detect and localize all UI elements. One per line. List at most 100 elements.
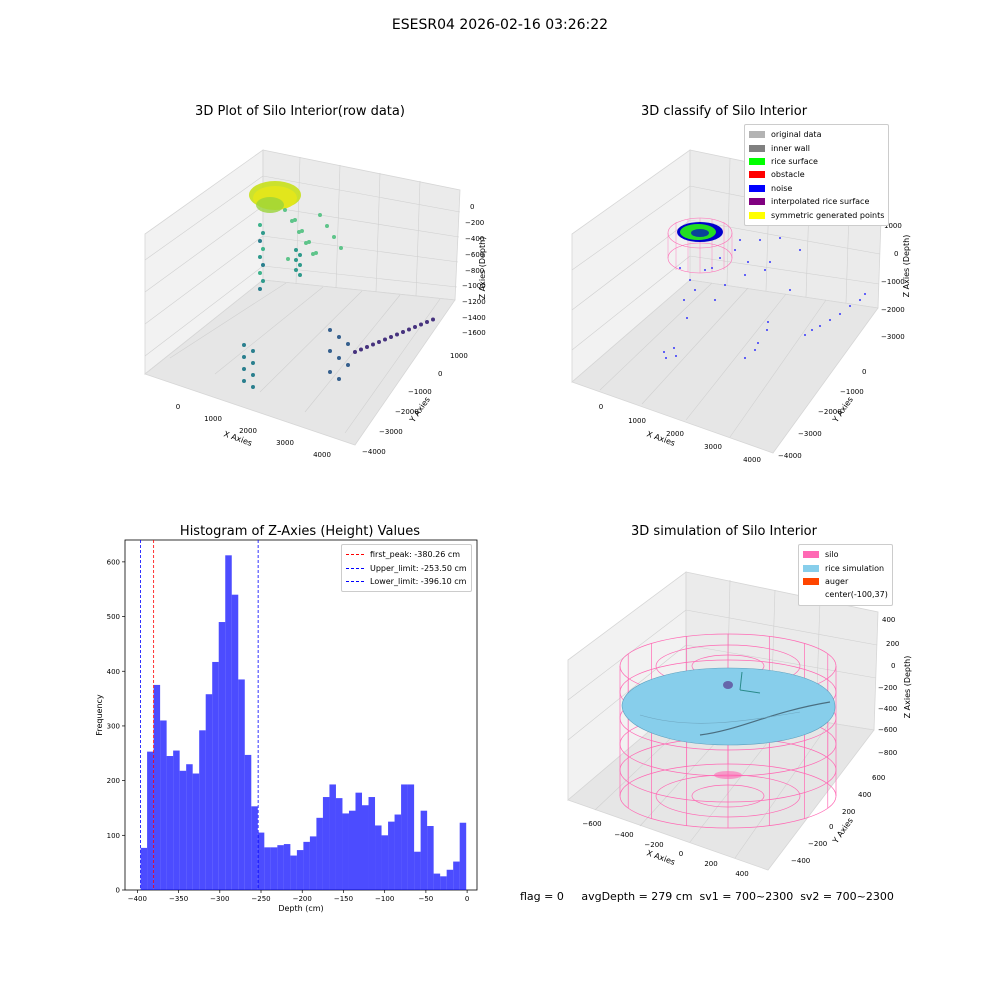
raw-data-point (298, 273, 302, 277)
legend-label: interpolated rice surface (771, 197, 870, 207)
raw-ytick: −4000 (362, 448, 386, 456)
raw-ztick: −1200 (462, 298, 486, 306)
histogram-bar (270, 847, 278, 890)
raw-data-point (261, 279, 265, 283)
raw-data-point (337, 356, 341, 360)
noise-point (779, 237, 781, 239)
classify-legend: original data inner wall rice surface obsta… (744, 124, 890, 226)
raw-data-point (242, 343, 246, 347)
histogram-xtick-label: −200 (293, 895, 312, 903)
simulation-xtick: −200 (644, 841, 663, 849)
noise-point (724, 284, 726, 286)
simulation-ytick: −400 (791, 857, 810, 865)
classify-ztick: −2000 (881, 306, 905, 314)
histogram-bar (348, 810, 356, 890)
classify-ytick: −2000 (818, 408, 842, 416)
simulation-ztick: 200 (886, 640, 899, 648)
raw-ztick: −1600 (462, 329, 486, 337)
raw-data-point (293, 218, 297, 222)
histogram-bar (446, 869, 454, 890)
raw-ytick: −3000 (379, 428, 403, 436)
histogram-bar (192, 773, 200, 890)
raw-data-point (258, 255, 262, 259)
raw-data-point (251, 385, 255, 389)
histogram-bar (166, 756, 174, 890)
legend-label: silo (825, 550, 839, 560)
legend-line-swatch (346, 567, 364, 569)
legend-entry: rice surface (749, 155, 884, 168)
classify-ytick: −4000 (778, 452, 802, 460)
noise-point (711, 267, 713, 269)
simulation-ztick: −400 (878, 705, 897, 713)
classify-ytick: −1000 (840, 388, 864, 396)
simulation-xtick: 200 (704, 860, 717, 868)
legend-line-swatch (346, 554, 364, 556)
legend-label: inner wall (771, 143, 811, 153)
histogram-bar (238, 679, 245, 890)
histogram-bar (381, 835, 389, 890)
histogram-ytick-label: 600 (107, 558, 120, 566)
legend-swatch (749, 157, 765, 165)
simulation-legend: silo rice simulation auger center(-100,37) (798, 544, 893, 606)
histogram-bar (173, 750, 180, 890)
noise-point (719, 257, 721, 259)
histogram-xtick-label: −250 (251, 895, 270, 903)
histogram-xtick-label: −400 (128, 895, 147, 903)
noise-point (689, 279, 691, 281)
histogram-bar (401, 784, 408, 890)
histogram-bar (205, 694, 213, 890)
raw-data-point (359, 347, 363, 352)
legend-label: original data (771, 130, 822, 140)
noise-point (764, 269, 766, 271)
legend-label: noise (771, 183, 793, 193)
raw-data-point (389, 335, 393, 339)
noise-point (714, 299, 716, 301)
histogram-legend-entry: Upper_limit: -253.50 cm (346, 561, 467, 574)
histogram-xtick-label: −100 (375, 895, 394, 903)
noise-point (767, 321, 769, 323)
simulation-3d-axes: −600 −400 −200 0 200 400 600 400 200 0 −… (567, 571, 912, 878)
raw-data-point (307, 240, 311, 244)
raw-data-point (318, 213, 322, 217)
legend-line-swatch (346, 580, 364, 582)
histogram-xtick-label: 0 (465, 895, 469, 903)
classify-ztick: 0 (894, 250, 898, 258)
noise-point (804, 334, 806, 336)
rice-simulation-surface (621, 667, 836, 746)
simulation-ytick: −200 (808, 840, 827, 848)
histogram-bar (257, 832, 265, 890)
histogram-bar (303, 841, 310, 890)
histogram-bar (153, 684, 161, 890)
raw-xtick: 0 (176, 403, 180, 411)
raw-data-point (413, 325, 417, 329)
raw-data-point (298, 253, 302, 257)
classify-point-cloud (663, 217, 866, 359)
histogram-bar (296, 850, 304, 890)
raw-data-point (258, 271, 262, 275)
raw-point-cloud (242, 181, 435, 389)
raw-data-point (401, 330, 405, 334)
legend-entry: inner wall (749, 141, 884, 154)
classify-plot-title: 3D classify of Silo Interior (640, 104, 808, 119)
legend-swatch (803, 591, 819, 598)
legend-label: auger (825, 576, 849, 586)
histogram-ytick-label: 0 (116, 887, 120, 895)
histogram-bar (225, 555, 232, 890)
classify-xtick: 3000 (704, 443, 722, 451)
auger-marker (714, 671, 761, 779)
histogram-bar (355, 792, 363, 890)
histogram-xtick-label: −350 (169, 895, 188, 903)
histogram-bar (414, 851, 421, 890)
noise-point (789, 289, 791, 291)
raw-data-point (346, 342, 350, 346)
histogram-bar (244, 754, 252, 890)
raw-plot-title: 3D Plot of Silo Interior(row data) (195, 104, 405, 119)
histogram-bar (147, 751, 154, 890)
noise-point (694, 289, 696, 291)
legend-entry: auger (803, 575, 888, 588)
simulation-ztick: −600 (878, 726, 897, 734)
raw-xtick: 2000 (239, 427, 257, 435)
raw-data-point (339, 246, 343, 250)
legend-label: rice surface (771, 156, 818, 166)
raw-data-point (353, 350, 357, 354)
